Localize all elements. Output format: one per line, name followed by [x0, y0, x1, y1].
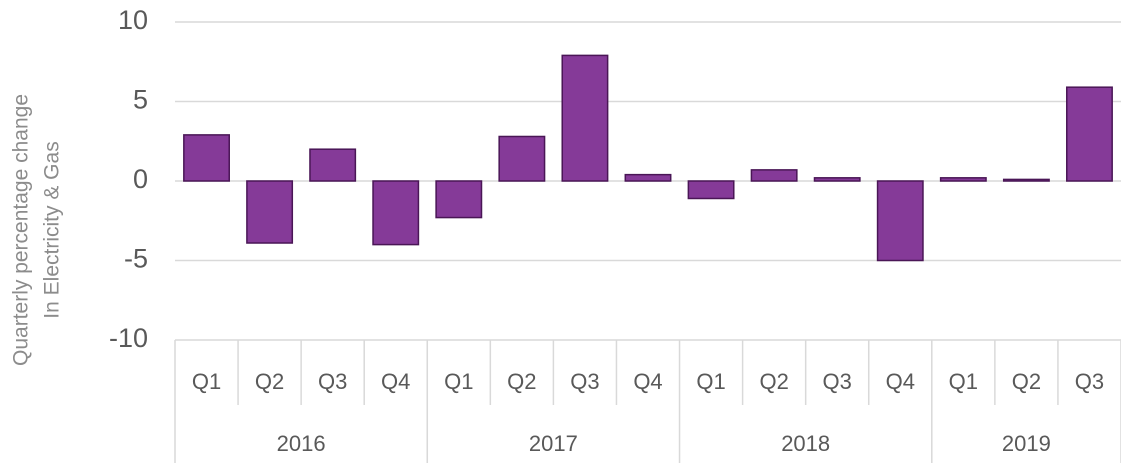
y-axis-label: Quarterly percentage change: [10, 94, 33, 366]
bar: [246, 180, 294, 244]
x-tick-label: Q2: [1012, 369, 1041, 394]
x-tick-label: Q1: [444, 369, 473, 394]
bar: [435, 180, 483, 219]
x-tick-label: Q2: [759, 369, 788, 394]
x-tick-label: Q2: [255, 369, 284, 394]
x-tick-label: Q4: [886, 369, 915, 394]
bar: [561, 54, 609, 182]
bar: [372, 180, 420, 246]
bar: [687, 180, 735, 200]
x-tick-label: Q3: [1075, 369, 1104, 394]
x-tick-label: Q3: [823, 369, 852, 394]
bar: [1066, 86, 1113, 182]
bar: [498, 135, 546, 182]
x-tick-label: Q2: [507, 369, 536, 394]
bar: [624, 173, 672, 182]
x-tick-label: Q1: [192, 369, 221, 394]
bar: [1002, 178, 1050, 182]
bar: [939, 177, 987, 182]
x-tick-label: Q4: [381, 369, 410, 394]
x-tick-label: Q4: [633, 369, 662, 394]
group-label: 2018: [781, 431, 830, 456]
group-label: 2016: [277, 431, 326, 456]
bar: [183, 134, 230, 182]
y-tick-label: -5: [124, 244, 148, 274]
bar: [750, 169, 798, 182]
y-tick-label: 5: [133, 85, 148, 115]
y-tick-label: -10: [109, 323, 148, 353]
x-tick-label: Q1: [696, 369, 725, 394]
x-tick-label: Q3: [318, 369, 347, 394]
y-tick-label: 10: [118, 5, 148, 35]
bar: [309, 148, 357, 182]
bar: [813, 177, 861, 182]
group-label: 2019: [1002, 431, 1051, 456]
bar: [876, 180, 924, 262]
x-tick-label: Q3: [570, 369, 599, 394]
group-label: 2017: [529, 431, 578, 456]
x-tick-label: Q1: [949, 369, 978, 394]
y-axis-label: In Electricity & Gas: [41, 141, 64, 318]
y-tick-label: 0: [133, 164, 148, 194]
